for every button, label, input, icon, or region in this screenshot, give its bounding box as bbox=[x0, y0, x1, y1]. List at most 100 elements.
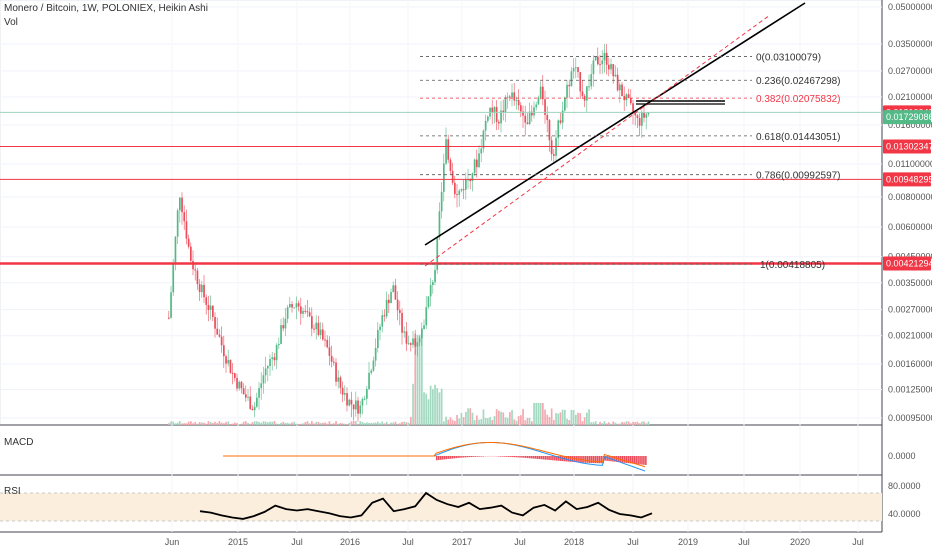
volume-bar bbox=[366, 422, 368, 425]
candle-body bbox=[533, 107, 535, 116]
candle-body bbox=[451, 170, 454, 183]
volume-bar bbox=[526, 417, 529, 425]
price-tick: 0.00095000 bbox=[888, 413, 932, 423]
volume-bar bbox=[240, 423, 243, 425]
macd-histogram-bar bbox=[600, 456, 603, 464]
candle-body bbox=[275, 345, 278, 361]
volume-bar bbox=[575, 414, 577, 425]
volume-bar bbox=[344, 423, 346, 425]
candle-body bbox=[190, 246, 192, 261]
price-tick: 0.01100000 bbox=[888, 159, 932, 169]
candle-body bbox=[328, 347, 331, 356]
volume-bar bbox=[209, 422, 212, 425]
candle-body bbox=[575, 67, 577, 69]
trendline-red-dashed[interactable] bbox=[424, 14, 771, 267]
volume-bar bbox=[619, 423, 621, 425]
volume-bar bbox=[352, 421, 355, 425]
candle-body bbox=[256, 397, 258, 407]
volume-bar bbox=[190, 421, 192, 425]
volume-bar bbox=[368, 422, 370, 425]
candle-body bbox=[405, 331, 408, 344]
candle-body bbox=[462, 189, 465, 191]
volume-bar bbox=[234, 422, 236, 425]
macd-histogram-bar bbox=[505, 456, 508, 457]
macd-histogram-bar bbox=[583, 456, 585, 463]
candle-body bbox=[414, 338, 417, 347]
macd-histogram-bar bbox=[559, 456, 562, 461]
volume-bar bbox=[289, 423, 291, 425]
macd-histogram-bar bbox=[497, 456, 500, 457]
volume-bars bbox=[168, 327, 650, 425]
candle-body bbox=[403, 331, 406, 333]
volume-bar bbox=[550, 408, 553, 425]
candle-body bbox=[361, 399, 364, 406]
candle-body bbox=[324, 339, 326, 341]
macd-histogram-bar bbox=[637, 456, 639, 465]
volume-bar bbox=[280, 422, 282, 425]
candle-body bbox=[632, 103, 634, 113]
macd-histogram-bar bbox=[488, 455, 490, 457]
volume-bar bbox=[603, 421, 606, 425]
volume-bar bbox=[429, 385, 432, 425]
volume-bar bbox=[469, 408, 472, 425]
volume-bar bbox=[434, 384, 436, 425]
volume-bar bbox=[570, 409, 573, 425]
candle-body bbox=[597, 56, 599, 65]
macd-histogram-bar bbox=[536, 456, 539, 459]
candle-body bbox=[385, 299, 388, 317]
candle-body bbox=[372, 360, 375, 371]
candle-body bbox=[506, 96, 509, 98]
candle-body bbox=[581, 91, 584, 96]
level-lines bbox=[0, 111, 882, 265]
candle-body bbox=[363, 398, 366, 400]
volume-bar bbox=[300, 423, 302, 425]
macd-histogram-bar bbox=[437, 456, 440, 461]
candle-body bbox=[647, 112, 650, 115]
macd-histogram-bar bbox=[621, 456, 624, 463]
macd-histogram-bar bbox=[478, 456, 481, 457]
volume-bar bbox=[445, 416, 447, 425]
volume-bar bbox=[394, 421, 397, 425]
price-tick: 0.00210000 bbox=[888, 331, 932, 341]
candle-body bbox=[460, 189, 463, 191]
candle-body bbox=[357, 400, 359, 414]
macd-histogram-bar bbox=[641, 456, 643, 465]
candle-body bbox=[407, 343, 410, 345]
volume-bar bbox=[297, 423, 300, 425]
candle-body bbox=[238, 381, 241, 389]
time-tick: 2018 bbox=[564, 537, 584, 547]
volume-bar bbox=[396, 423, 399, 425]
candle-body bbox=[253, 406, 256, 411]
candle-body bbox=[572, 68, 575, 72]
price-tick: 0.00270000 bbox=[888, 305, 932, 315]
volume-bar bbox=[306, 421, 309, 425]
macd-histogram-bar bbox=[521, 456, 523, 458]
volume-bar bbox=[557, 413, 560, 425]
macd-histogram-bar bbox=[573, 456, 576, 463]
volume-bar bbox=[172, 421, 175, 425]
macd-histogram-bar bbox=[596, 456, 599, 464]
candle-body bbox=[513, 92, 516, 101]
volume-bar bbox=[361, 421, 364, 425]
volume-bar bbox=[335, 421, 337, 425]
candle-body bbox=[291, 304, 293, 308]
volume-bar bbox=[333, 423, 335, 425]
candle-body bbox=[550, 140, 553, 155]
candle-body bbox=[517, 100, 520, 106]
macd-histogram-bar bbox=[530, 456, 533, 459]
volume-bar bbox=[502, 412, 505, 425]
candle-body bbox=[559, 120, 562, 123]
trendline-black[interactable] bbox=[424, 2, 806, 246]
candle-body bbox=[553, 154, 555, 156]
volume-bar bbox=[579, 413, 582, 425]
volume-bar bbox=[531, 421, 533, 425]
candle-body bbox=[473, 159, 476, 174]
candle-body bbox=[368, 372, 370, 390]
volume-bar bbox=[168, 423, 170, 425]
candle-body bbox=[194, 269, 197, 271]
volume-bar bbox=[597, 423, 599, 425]
time-tick: Jul bbox=[291, 537, 303, 547]
candle-body bbox=[520, 105, 522, 112]
candle-body bbox=[179, 197, 181, 211]
